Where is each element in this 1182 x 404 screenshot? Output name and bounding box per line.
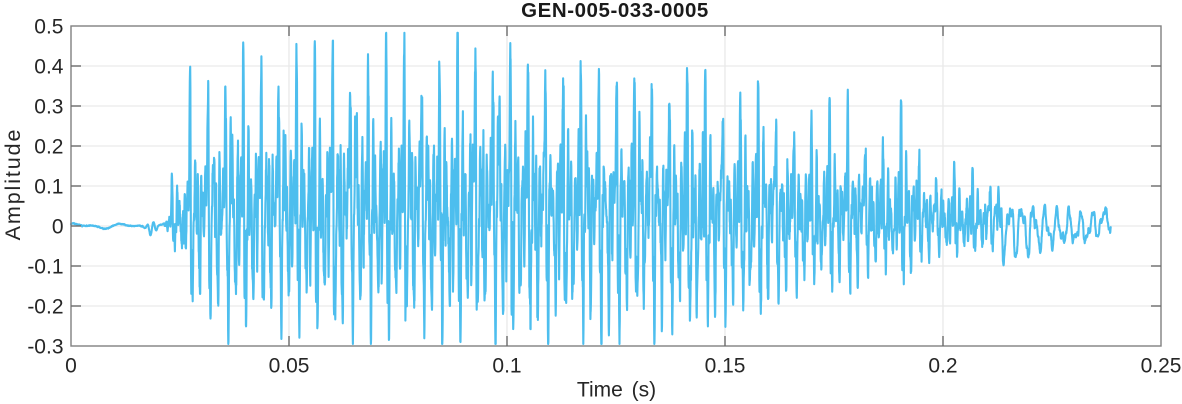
svg-text:0.15: 0.15 — [705, 354, 746, 377]
svg-text:0.3: 0.3 — [34, 95, 63, 118]
svg-text:0: 0 — [52, 215, 64, 238]
svg-text:0.2: 0.2 — [34, 135, 63, 158]
svg-text:Time (s): Time (s) — [577, 378, 656, 401]
svg-text:-0.1: -0.1 — [27, 255, 63, 278]
svg-text:0.2: 0.2 — [928, 354, 957, 377]
svg-text:0.4: 0.4 — [34, 55, 64, 78]
svg-text:0.05: 0.05 — [269, 354, 310, 377]
svg-text:0.1: 0.1 — [492, 354, 521, 377]
svg-text:Amplitude: Amplitude — [1, 128, 25, 241]
svg-text:-0.3: -0.3 — [27, 335, 63, 358]
svg-text:0.25: 0.25 — [1141, 354, 1182, 377]
svg-text:0.5: 0.5 — [34, 15, 63, 38]
svg-text:-0.2: -0.2 — [27, 295, 63, 318]
svg-text:0.1: 0.1 — [34, 175, 63, 198]
svg-text:GEN-005-033-0005: GEN-005-033-0005 — [521, 0, 709, 22]
svg-text:0: 0 — [65, 354, 77, 377]
